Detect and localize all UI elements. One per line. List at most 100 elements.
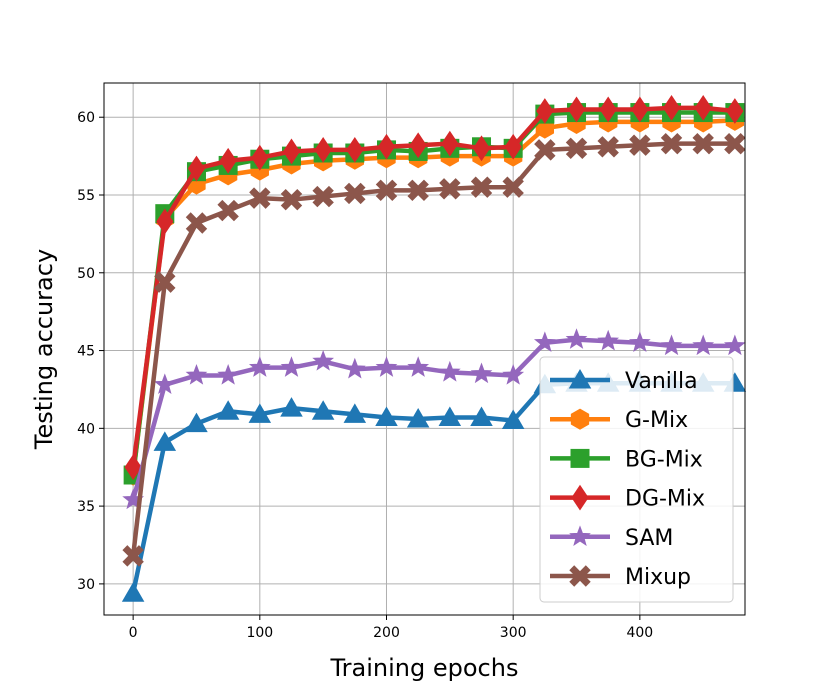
data-point-dg-mix — [124, 454, 142, 481]
series-sam — [122, 328, 746, 510]
data-point-vanilla — [470, 406, 493, 426]
data-point-sam — [185, 364, 208, 385]
data-point-mixup — [565, 137, 588, 160]
data-point-sam — [470, 362, 493, 384]
data-point-dg-mix — [441, 130, 459, 157]
data-point-vanilla — [501, 409, 525, 430]
y-tick-label: 45 — [77, 344, 95, 360]
data-point-mixup — [312, 185, 334, 208]
data-point-vanilla — [216, 400, 240, 420]
data-point-vanilla — [248, 403, 272, 423]
data-point-mixup — [185, 212, 208, 234]
legend-marker-sam — [569, 525, 591, 547]
data-point-mixup — [217, 199, 239, 222]
legend-marker-g-mix — [570, 408, 590, 430]
data-point-dg-mix — [726, 98, 744, 124]
legend: Vanilla G-Mix BG-Mix DG-Mix SAM Mixup — [539, 356, 734, 603]
data-point-dg-mix — [631, 96, 649, 123]
data-point-dg-mix — [409, 132, 427, 159]
data-point-dg-mix — [156, 208, 174, 235]
data-point-mixup — [280, 188, 303, 211]
legend-item-mixup: Mixup — [550, 565, 691, 590]
data-point-vanilla — [406, 408, 430, 428]
data-point-sam — [724, 334, 746, 356]
data-point-sam — [280, 356, 303, 377]
x-tick-label: 0 — [129, 625, 138, 641]
data-point-sam — [343, 357, 366, 379]
data-point-dg-mix — [346, 136, 364, 163]
x-tick-label: 400 — [626, 625, 653, 641]
data-point-sam — [502, 364, 525, 385]
plot-frame — [103, 82, 746, 616]
legend-item-sam: SAM — [550, 525, 673, 551]
data-point-mixup — [470, 176, 493, 198]
data-point-sam — [533, 331, 556, 353]
data-point-vanilla — [438, 406, 462, 426]
data-point-sam — [628, 331, 651, 353]
y-tick-label: 30 — [77, 577, 95, 593]
legend-label: SAM — [625, 526, 673, 551]
data-point-dg-mix — [472, 135, 491, 162]
data-point-dg-mix — [662, 94, 681, 121]
x-axis-label: Training epochs — [330, 654, 519, 682]
y-tick-label: 35 — [77, 499, 95, 515]
data-point-mixup — [597, 136, 619, 158]
data-point-sam — [692, 334, 715, 356]
data-point-vanilla — [311, 400, 335, 420]
data-point-mixup — [122, 545, 144, 567]
axis-ticks: 0 100 200 300 400 30 35 40 45 50 55 60 — [77, 110, 653, 641]
data-point-dg-mix — [187, 155, 206, 182]
data-point-mixup — [534, 139, 556, 161]
data-point-vanilla — [375, 406, 398, 426]
series-mixup — [122, 132, 746, 567]
data-point-sam — [217, 364, 240, 385]
data-point-vanilla — [153, 431, 177, 451]
data-point-dg-mix — [567, 96, 586, 123]
data-point-mixup — [439, 178, 461, 200]
series-lines — [121, 94, 747, 602]
data-point-vanilla — [121, 582, 145, 602]
legend-item-dg-mix: DG-Mix — [550, 484, 705, 512]
data-point-mixup — [660, 132, 683, 155]
data-point-mixup — [502, 176, 524, 198]
x-tick-label: 200 — [373, 625, 400, 641]
data-point-sam — [565, 328, 588, 349]
legend-label: G-Mix — [625, 408, 688, 433]
data-point-dg-mix — [377, 133, 396, 160]
legend-item-bg-mix: BG-Mix — [550, 447, 703, 472]
legend-item-g-mix: G-Mix — [550, 408, 688, 433]
data-point-vanilla — [185, 412, 208, 433]
legend-label: Mixup — [625, 565, 691, 590]
y-axis-label: Testing accuracy — [30, 249, 58, 450]
data-point-sam — [660, 334, 683, 356]
y-tick-label: 55 — [77, 188, 95, 204]
data-point-mixup — [375, 179, 398, 202]
data-point-dg-mix — [694, 94, 712, 121]
data-point-dg-mix — [219, 147, 237, 174]
data-point-vanilla — [343, 403, 367, 423]
data-point-dg-mix — [504, 133, 522, 160]
legend-label: BG-Mix — [625, 447, 703, 472]
data-point-dg-mix — [536, 98, 554, 124]
data-point-mixup — [154, 271, 176, 293]
data-point-dg-mix — [282, 138, 301, 165]
data-point-dg-mix — [599, 96, 617, 123]
legend-label: DG-Mix — [625, 487, 705, 512]
y-tick-label: 50 — [77, 266, 95, 282]
legend-marker-bg-mix — [570, 448, 590, 468]
x-tick-label: 100 — [246, 625, 273, 641]
data-point-sam — [375, 356, 398, 377]
data-point-dg-mix — [314, 136, 332, 163]
legend-label: Vanilla — [625, 369, 698, 394]
data-point-mixup — [344, 182, 366, 205]
data-point-vanilla — [280, 397, 303, 417]
y-tick-label: 40 — [77, 421, 95, 437]
y-tick-label: 60 — [77, 110, 95, 126]
data-point-sam — [438, 360, 461, 382]
x-tick-label: 300 — [500, 625, 527, 641]
data-point-mixup — [692, 132, 714, 155]
data-point-mixup — [407, 179, 429, 202]
data-point-mixup — [629, 134, 651, 156]
data-point-dg-mix — [251, 144, 269, 171]
